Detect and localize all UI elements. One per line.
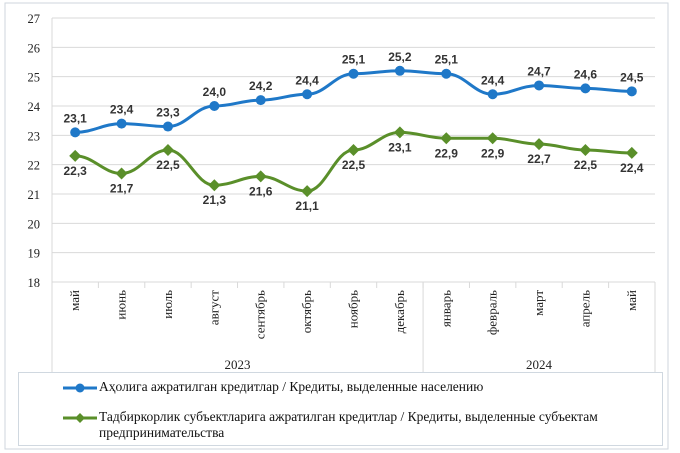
data-label: 24,5 [620,70,644,84]
data-label: 22,3 [64,164,88,178]
data-label: 22,9 [481,146,505,160]
y-tick-label: 20 [28,217,41,231]
data-label: 23,3 [156,106,180,120]
data-label: 23,4 [110,103,134,117]
data-point [69,149,82,162]
x-tick-label: март [531,290,546,316]
data-point [348,68,359,79]
y-tick-label: 18 [28,276,41,290]
year-group-label: 2024 [526,357,553,372]
y-tick-label: 24 [28,100,41,114]
y-tick-label: 19 [28,247,41,261]
y-tick-label: 21 [28,188,41,202]
data-point [161,144,174,156]
data-point [580,83,591,94]
data-point [533,138,546,151]
x-tick-label: сентябрь [253,290,268,339]
y-tick-label: 27 [28,12,41,26]
data-point [579,144,592,156]
legend-item-business: Тадбиркорлик субъектларига ажратилган кр… [63,409,653,441]
data-label: 24,2 [249,79,273,93]
data-label: 22,5 [574,158,598,172]
x-tick-label: август [206,290,221,326]
data-point [487,89,498,100]
data-point [625,146,638,159]
data-point [301,185,314,198]
chart-border [4,2,669,450]
y-tick-label: 25 [28,71,41,85]
legend-label: Тадбиркорлик субъектларига ажратилган кр… [99,409,598,440]
legend: Аҳолига ажратилган кредитлар / Кредиты, … [18,372,663,446]
data-point [115,167,128,180]
data-point [486,132,499,145]
data-label: 24,4 [481,73,505,87]
y-tick-label: 23 [28,129,41,143]
x-tick-label: декабрь [392,290,407,333]
x-tick-label: апрель [577,290,592,327]
series-line-0 [75,69,632,134]
x-tick-label: июнь [114,290,129,320]
data-label: 25,1 [435,53,459,67]
data-label: 25,2 [388,50,412,64]
data-label: 21,3 [203,193,227,207]
data-point [70,127,81,138]
legend-marker-diamond-icon [63,413,97,423]
x-tick-label: ноябрь [346,290,361,328]
data-label: 25,1 [342,53,366,67]
legend-marker-circle-icon [63,383,97,393]
data-point [208,179,221,192]
data-point [440,132,453,145]
data-point [394,65,405,76]
data-label: 24,7 [527,64,551,78]
data-label: 23,1 [64,111,88,125]
data-label: 21,6 [249,184,273,198]
year-group-label: 2023 [225,357,251,372]
data-label: 22,5 [342,158,366,172]
data-point [209,101,220,111]
data-point [254,170,267,183]
data-point [116,118,127,129]
data-label: 24,0 [203,85,227,99]
x-tick-label: февраль [485,290,500,335]
y-tick-label: 26 [28,41,41,55]
data-label: 21,7 [110,181,134,195]
data-label: 23,1 [388,140,412,154]
data-label: 22,4 [620,161,644,175]
data-point [393,126,406,139]
legend-label: Аҳолига ажратилган кредитлар / Кредиты, … [99,379,484,394]
data-point [347,144,360,156]
data-label: 22,5 [156,158,180,172]
data-point [441,68,452,79]
data-label: 24,6 [574,67,598,81]
x-tick-label: июль [160,290,175,319]
data-label: 22,7 [527,152,551,166]
data-label: 22,9 [435,146,459,160]
data-label: 24,4 [295,73,319,87]
data-point [626,86,637,97]
data-label: 21,1 [295,199,319,213]
x-tick-label: январь [438,290,453,327]
data-point [255,95,266,106]
data-point [162,121,173,132]
data-point [534,80,545,91]
x-tick-label: май [624,290,639,311]
y-tick-label: 22 [28,159,41,173]
x-tick-label: октябрь [299,290,314,333]
data-point [302,89,313,100]
legend-item-population: Аҳолига ажратилган кредитлар / Кредиты, … [63,379,483,395]
x-tick-label: май [67,290,82,311]
